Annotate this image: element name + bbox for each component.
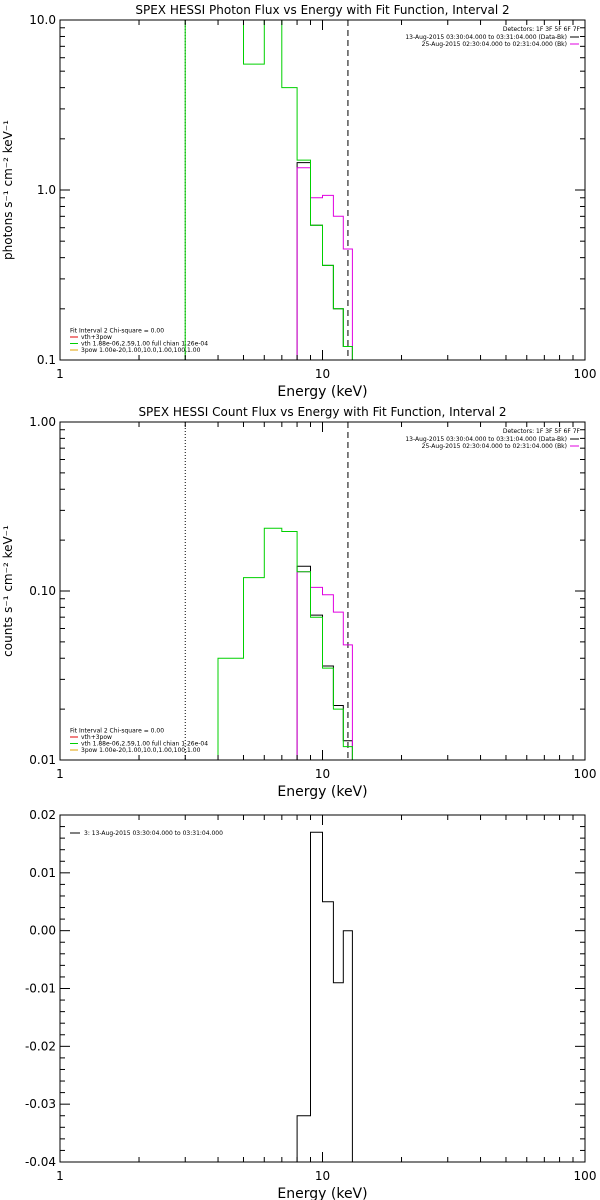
p2-time-legend-label: 25-Aug-2015 02:30:04.000 to 02:31:04.000… (422, 443, 567, 450)
p1-series-2-line (296, 167, 353, 360)
p1-plot-frame (59, 19, 586, 361)
p1-y-tick-label: 1.0 (37, 183, 56, 197)
p3-y-tick-label: 0.01 (29, 866, 56, 880)
p1-y-tick-label: 10.0 (29, 13, 56, 27)
p1-x-tick-label: 10 (315, 367, 330, 381)
p1-time-legend-label: 25-Aug-2015 02:30:04.000 to 02:31:04.000… (422, 41, 567, 48)
p2-time-legend-label: 13-Aug-2015 03:30:04.000 to 03:31:04.000… (405, 436, 567, 443)
p1-y-tick-label: 0.1 (37, 353, 56, 367)
p2-y-tick-label: 0.10 (29, 584, 56, 598)
p2-fit-legend-label: vth+3pow (81, 734, 112, 741)
p2-fit-legend-label: 3pow 1.00e-20,1.00,10.0,1.00,100,1.00 (81, 747, 201, 754)
p3-x-tick-label: 10 (315, 1169, 330, 1183)
p3-x-tick-label: 100 (574, 1169, 597, 1183)
p3-series-1-line (296, 831, 353, 1162)
p2-series-3-line (217, 527, 353, 760)
p1-fit-legend-label: vth+3pow (81, 334, 112, 341)
p3-y-tick-label: 0.02 (29, 808, 56, 822)
p2-y-tick-label: 0.01 (29, 753, 56, 767)
p1-x-tick-label: 100 (574, 367, 597, 381)
p2-series-1-line (296, 565, 353, 760)
p2-detectors-text: Detectors: 1F 3F 5F 6F 7F (503, 428, 581, 435)
p2-y-tick-label: 1.00 (29, 415, 56, 429)
p1-fit-legend-label: 3pow 1.00e-20,1.00,10.0,1.00,100,1.00 (81, 347, 201, 354)
p2-fit-legend-header: Fit Interval 2 Chi-square = 0.00 (70, 728, 164, 735)
p2-chart-title: SPEX HESSI Count Flux vs Energy with Fit… (138, 405, 506, 419)
p1-y-axis-label: photons s⁻¹ cm⁻² keV⁻¹ (1, 120, 15, 260)
p1-x-axis-label: Energy (keV) (277, 384, 367, 400)
p2-x-tick-label: 10 (315, 767, 330, 781)
p3-y-tick-label: -0.03 (25, 1097, 56, 1111)
p1-x-tick-label: 1 (56, 367, 64, 381)
p2-y-axis-label: counts s⁻¹ cm⁻² keV⁻¹ (1, 525, 15, 657)
p1-fit-legend-label: vth 1.88e-06,2.59,1.00 full chian 1.26e-… (81, 341, 208, 348)
p3-x-tick-label: 1 (56, 1169, 64, 1183)
p1-time-legend-label: 13-Aug-2015 03:30:04.000 to 03:31:04.000… (405, 34, 567, 41)
p1-fit-legend-header: Fit Interval 2 Chi-square = 0.00 (70, 328, 164, 335)
p3-y-tick-label: -0.01 (25, 982, 56, 996)
p3-y-tick-label: -0.02 (25, 1039, 56, 1053)
p2-x-tick-label: 1 (56, 767, 64, 781)
p1-series-1-line (296, 162, 353, 360)
p3-x-axis-label: Energy (keV) (277, 1186, 367, 1200)
p1-detectors-text: Detectors: 1F 3F 5F 6F 7F (503, 26, 581, 33)
p2-x-tick-label: 100 (574, 767, 597, 781)
p1-series-3-line (184, 20, 353, 360)
p2-x-axis-label: Energy (keV) (277, 784, 367, 800)
p2-fit-legend-label: vth 1.88e-06,2.59,1.00 full chian 1.26e-… (81, 741, 208, 748)
p3-time-legend-label: 3: 13-Aug-2015 03:30:04.000 to 03:31:04.… (84, 830, 223, 837)
p3-y-tick-label: -0.04 (25, 1155, 56, 1169)
p1-chart-title: SPEX HESSI Photon Flux vs Energy with Fi… (135, 3, 509, 17)
p3-y-tick-label: 0.00 (29, 924, 56, 938)
